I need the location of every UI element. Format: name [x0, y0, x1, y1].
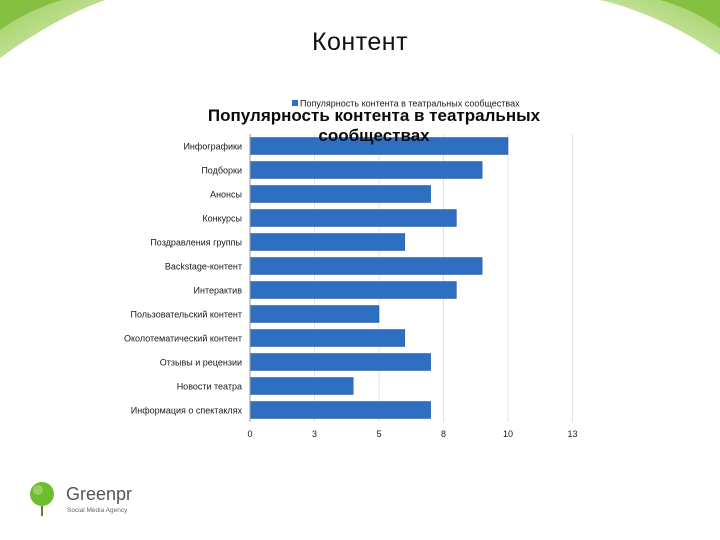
category-label: Околотематический контент [124, 334, 242, 344]
bar [249, 329, 406, 347]
category-labels: Инфографики Подборки Анонсы Конкурсы Поздрав… [124, 142, 242, 416]
legend: Популярность контента в театральных сооб… [292, 99, 520, 109]
category-label: Поздравления группы [150, 238, 242, 248]
chart-title: Популярность контента в театральных сооб… [208, 106, 541, 145]
category-label: Инфографики [183, 142, 242, 152]
bar [249, 353, 431, 371]
bar [249, 281, 457, 299]
category-label: Конкурсы [202, 214, 242, 224]
x-tick-label: 8 [441, 429, 446, 439]
x-axis-tick-labels: 0 3 5 8 10 13 [247, 429, 577, 439]
bar [249, 257, 483, 275]
category-label: Отзывы и рецензии [160, 358, 242, 368]
bar [249, 305, 380, 323]
bar [249, 209, 457, 227]
logo-name: Greenpr [66, 484, 132, 504]
bar [249, 377, 354, 395]
x-tick-label: 13 [567, 429, 577, 439]
bar [249, 233, 406, 251]
corner-swoosh-right [600, 0, 720, 55]
x-tick-label: 10 [503, 429, 513, 439]
category-label: Анонсы [210, 190, 242, 200]
category-label: Интерактив [194, 286, 243, 296]
logo-tagline: Social Media Agency [67, 507, 128, 514]
category-label: Пользовательский контент [130, 310, 242, 320]
category-label: Новости театра [177, 382, 242, 392]
corner-swoosh-left [0, 0, 105, 58]
legend-label: Популярность контента в театральных сооб… [300, 99, 520, 109]
chart-title-line-2: сообществах [318, 126, 430, 145]
x-tick-label: 0 [247, 429, 252, 439]
bar [249, 161, 483, 179]
bar [249, 401, 431, 419]
bar [249, 185, 431, 203]
bar-series [249, 137, 509, 419]
greenpr-logo: Greenpr Social Media Agency [30, 482, 132, 516]
category-label: Backstage-контент [165, 262, 242, 272]
slide-title: Контент [311, 28, 409, 56]
grid-lines [314, 134, 573, 422]
logo-leaf-icon [30, 482, 54, 516]
category-label: Информация о спектаклях [131, 406, 243, 416]
x-tick-label: 3 [312, 429, 317, 439]
category-label: Подборки [201, 166, 242, 176]
legend-swatch [292, 100, 298, 106]
x-tick-label: 5 [376, 429, 381, 439]
chart-title-line-1: Популярность контента в театральных [208, 106, 541, 125]
